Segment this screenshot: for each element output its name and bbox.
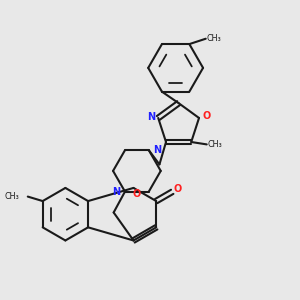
Text: O: O <box>132 190 141 200</box>
Text: N: N <box>147 112 155 122</box>
Text: N: N <box>112 187 121 196</box>
Text: N: N <box>153 145 161 155</box>
Text: O: O <box>202 112 211 122</box>
Text: O: O <box>174 184 182 194</box>
Text: CH₃: CH₃ <box>207 34 221 43</box>
Text: CH₃: CH₃ <box>208 140 222 149</box>
Text: CH₃: CH₃ <box>5 192 20 201</box>
